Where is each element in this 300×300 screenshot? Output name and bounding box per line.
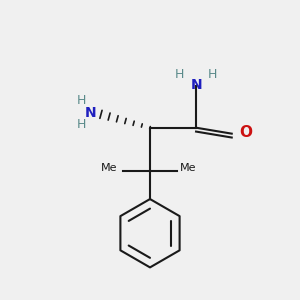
Text: O: O	[239, 125, 252, 140]
Text: H: H	[175, 68, 184, 81]
Text: N: N	[190, 78, 202, 92]
Text: H: H	[77, 118, 86, 131]
Text: Me: Me	[180, 163, 196, 173]
Text: Me: Me	[101, 163, 117, 173]
Text: N: N	[85, 106, 97, 120]
Text: H: H	[208, 68, 217, 81]
Text: H: H	[77, 94, 86, 107]
